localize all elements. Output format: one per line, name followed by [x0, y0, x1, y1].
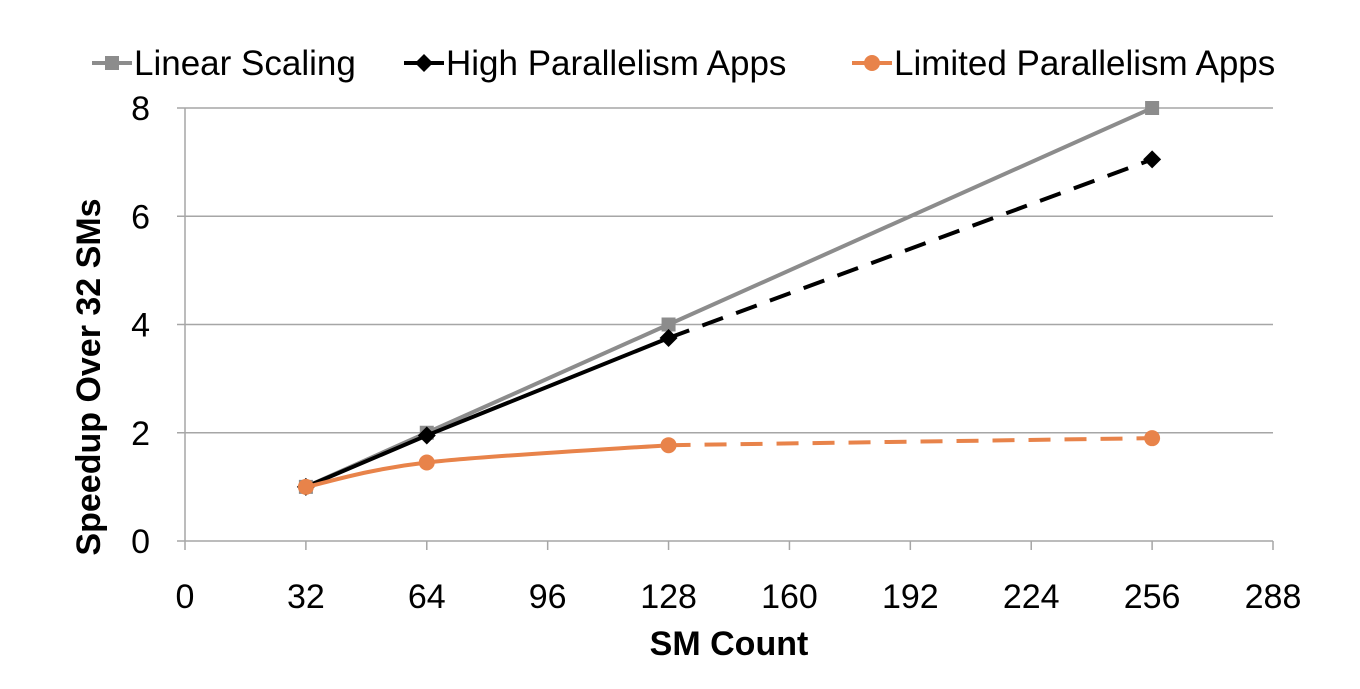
data-point [660, 437, 677, 454]
legend-item-linear-scaling: Linear Scaling [92, 44, 356, 83]
legend-marker [864, 55, 880, 71]
legend-marker [415, 54, 433, 72]
y-tick-label: 6 [131, 198, 150, 236]
x-tick-label: 64 [408, 578, 446, 616]
legend-label: Limited Parallelism Apps [894, 44, 1275, 83]
series-line-dashed [667, 157, 1153, 340]
x-tick-label: 224 [1003, 578, 1060, 616]
x-tick-label: 96 [529, 578, 567, 616]
x-axis-title: SM Count [650, 625, 809, 663]
series-line-dashed [668, 436, 1153, 448]
gridlines [185, 107, 1273, 434]
y-tick-label: 4 [131, 307, 150, 345]
series-limited-parallelism-apps [297, 430, 1161, 495]
x-tick-label: 192 [882, 578, 939, 616]
series-line [303, 443, 671, 489]
data-point [1143, 150, 1162, 169]
data-point [661, 317, 676, 332]
x-tick-label: 128 [640, 578, 697, 616]
x-tick-label: 32 [287, 578, 325, 616]
data-point [659, 329, 678, 348]
series-group [296, 101, 1162, 496]
legend-item-high-parallelism-apps: High Parallelism Apps [404, 44, 786, 83]
x-tick-label: 0 [176, 578, 195, 616]
data-point [418, 454, 435, 471]
y-tick-label: 2 [131, 415, 150, 453]
data-point [417, 426, 436, 445]
x-tick-label: 288 [1245, 578, 1302, 616]
series-high-parallelism-apps [296, 150, 1162, 496]
x-tick-label: 160 [761, 578, 818, 616]
data-point [1145, 101, 1160, 115]
legend-label: Linear Scaling [134, 44, 356, 83]
axes: 0 2 4 6 8 0 32 64 96 128 160 192 224 256 288 [131, 90, 1301, 616]
legend-label: High Parallelism Apps [446, 44, 786, 83]
data-point [1144, 430, 1161, 447]
legend-item-limited-parallelism-apps: Limited Parallelism Apps [852, 44, 1275, 83]
x-tick-label: 256 [1124, 578, 1181, 616]
y-axis-title: Speedup Over 32 SMs [70, 198, 108, 555]
y-tick-label: 8 [131, 90, 150, 128]
legend: Linear Scaling High Parallelism Apps Limit… [92, 44, 1275, 83]
data-point [297, 478, 314, 495]
y-tick-label: 0 [131, 523, 150, 561]
legend-marker [105, 56, 119, 70]
series-line [303, 336, 671, 489]
